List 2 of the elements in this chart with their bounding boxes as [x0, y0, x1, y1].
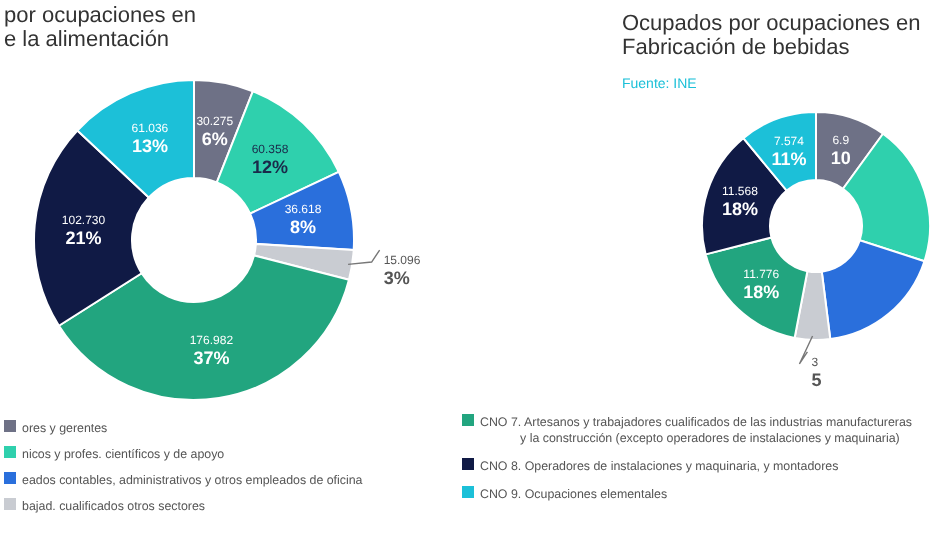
chart-title: Ocupados por ocupaciones en Fabricación de bebidas [622, 12, 921, 60]
chart-title: por ocupaciones en e la alimentación [4, 4, 197, 52]
